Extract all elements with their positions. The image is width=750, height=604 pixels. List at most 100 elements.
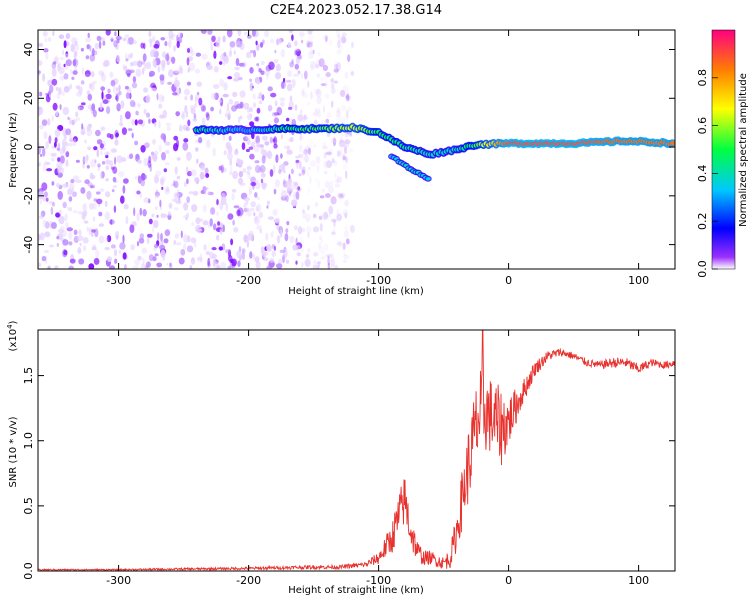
noise-speckle [225, 202, 228, 212]
x-tick-label: 100 [628, 574, 649, 587]
noise-speckle [45, 141, 49, 149]
noise-speckle [248, 107, 253, 113]
noise-speckle [96, 149, 100, 158]
noise-speckle [48, 94, 52, 98]
noise-speckle [338, 194, 344, 200]
noise-speckle [183, 202, 189, 211]
noise-speckle [301, 227, 306, 233]
noise-speckle [41, 119, 48, 126]
noise-speckle [299, 32, 306, 37]
noise-speckle [273, 112, 280, 116]
noise-speckle [129, 224, 135, 233]
noise-speckle [287, 190, 292, 195]
noise-speckle [249, 251, 253, 259]
noise-speckle [137, 60, 143, 68]
noise-speckle [325, 35, 328, 43]
noise-speckle [149, 163, 152, 172]
noise-speckle [279, 97, 286, 102]
noise-speckle [105, 159, 111, 165]
noise-speckle [202, 186, 209, 191]
noise-speckle [308, 167, 311, 170]
noise-speckle [300, 249, 304, 253]
noise-speckle [236, 209, 241, 217]
noise-speckle [226, 102, 230, 111]
noise-speckle [206, 113, 210, 121]
noise-speckle [307, 30, 313, 35]
noise-speckle [216, 198, 219, 206]
noise-speckle [319, 222, 323, 232]
noise-speckle [274, 100, 278, 107]
noise-speckle [52, 102, 58, 111]
noise-speckle [124, 263, 127, 269]
noise-speckle [325, 151, 332, 156]
noise-speckle [304, 70, 308, 80]
noise-speckle [291, 78, 296, 88]
noise-speckle [132, 40, 137, 45]
noise-speckle [83, 220, 89, 224]
spectrogram-marks [38, 30, 675, 269]
noise-speckle [148, 218, 153, 225]
noise-speckle [115, 95, 118, 101]
noise-speckle [270, 231, 274, 238]
noise-speckle [55, 212, 61, 218]
noise-speckle [315, 155, 321, 164]
noise-speckle [330, 78, 334, 83]
noise-speckle [115, 35, 122, 41]
noise-speckle [100, 150, 103, 156]
noise-speckle [266, 73, 269, 80]
noise-speckle [99, 143, 105, 149]
noise-speckle [228, 135, 232, 141]
noise-speckle [152, 154, 158, 162]
noise-speckle [262, 39, 265, 45]
noise-speckle [315, 178, 318, 182]
noise-speckle [42, 148, 46, 157]
noise-speckle [319, 195, 325, 199]
noise-speckle [148, 198, 151, 204]
noise-speckle [150, 49, 155, 58]
snr-y-ticks: 0.0 0.5 1.0 1.5 [22, 367, 675, 580]
noise-speckle [62, 106, 69, 116]
noise-speckle [194, 93, 200, 101]
noise-speckle [96, 35, 102, 42]
noise-speckle [176, 40, 180, 49]
noise-speckle [95, 129, 101, 137]
noise-speckle [145, 94, 151, 104]
noise-speckle [80, 187, 86, 194]
noise-speckle [266, 150, 273, 160]
noise-speckle [222, 224, 225, 233]
noise-speckle [196, 158, 199, 164]
noise-speckle [337, 33, 341, 42]
noise-speckle [105, 151, 110, 155]
noise-speckle [170, 33, 176, 38]
noise-speckle [344, 71, 348, 79]
noise-speckle [115, 132, 119, 138]
noise-speckle [98, 235, 105, 244]
noise-speckle [310, 91, 313, 100]
noise-speckle [306, 225, 312, 234]
noise-speckle [289, 61, 294, 68]
noise-speckle [63, 63, 66, 68]
noise-speckle [345, 116, 350, 120]
noise-speckle [319, 235, 323, 240]
noise-speckle [243, 207, 248, 213]
noise-speckle [312, 226, 320, 233]
noise-speckle [78, 229, 82, 236]
noise-speckle [254, 182, 261, 189]
noise-speckle [112, 176, 117, 183]
noise-speckle [65, 151, 70, 158]
noise-speckle [186, 166, 189, 173]
noise-speckle [129, 153, 134, 159]
noise-speckle [91, 229, 96, 233]
noise-speckle [344, 131, 350, 138]
noise-speckle [227, 213, 234, 220]
noise-speckle [250, 201, 256, 208]
noise-speckle [86, 44, 90, 50]
noise-speckle [120, 195, 125, 204]
noise-speckle [210, 45, 214, 51]
noise-speckle [237, 177, 244, 185]
noise-speckle [134, 140, 139, 146]
noise-speckle [229, 41, 236, 48]
noise-speckle [274, 59, 279, 63]
noise-speckle [252, 93, 256, 100]
